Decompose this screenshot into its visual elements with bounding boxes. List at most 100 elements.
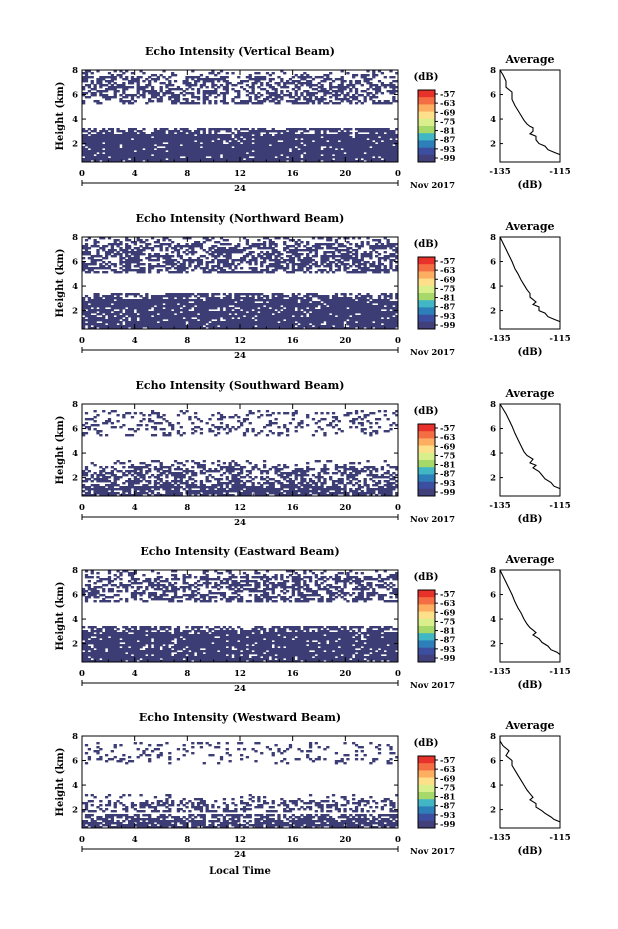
- heatmap-cell: [113, 144, 117, 147]
- heatmap-cell: [196, 263, 201, 266]
- heatmap-cell: [337, 297, 341, 300]
- heatmap-cell: [271, 323, 275, 326]
- heatmap-cell: [196, 90, 201, 93]
- heatmap-cell: [150, 299, 155, 302]
- heatmap-cell: [199, 315, 204, 318]
- heatmap-cell: [205, 150, 209, 153]
- heatmap-cell: [237, 150, 241, 153]
- heatmap-cell: [257, 271, 261, 274]
- heatmap-cell: [191, 319, 195, 322]
- heatmap-cell: [133, 299, 137, 302]
- heatmap-cell: [277, 263, 281, 266]
- heatmap-cell: [240, 313, 244, 316]
- heatmap-cell: [93, 295, 97, 298]
- heatmap-cell: [346, 98, 350, 101]
- heatmap-cell: [360, 321, 364, 324]
- heatmap-cell: [288, 128, 293, 131]
- heatmap-cell: [222, 148, 227, 151]
- heatmap-cell: [248, 309, 252, 312]
- heatmap-cell: [291, 76, 295, 79]
- heatmap-cell: [311, 311, 316, 314]
- heatmap-cell: [337, 309, 341, 312]
- heatmap-cell: [127, 269, 132, 272]
- heatmap-cell: [199, 323, 204, 326]
- heatmap-cell: [194, 315, 198, 318]
- heatmap-cell: [320, 305, 324, 308]
- heatmap-cell: [369, 82, 373, 85]
- heatmap-cell: [234, 259, 238, 262]
- heatmap-cell: [168, 297, 172, 300]
- heatmap-cell: [300, 317, 304, 320]
- heatmap-cell: [288, 134, 293, 137]
- heatmap-cell: [285, 94, 290, 97]
- heatmap-cell: [104, 84, 109, 87]
- heatmap-cell: [288, 144, 293, 147]
- heatmap-cell: [104, 160, 109, 163]
- heatmap-cell: [96, 150, 100, 153]
- heatmap-cell: [196, 154, 201, 157]
- heatmap-cell: [277, 130, 281, 133]
- heatmap-cell: [196, 259, 201, 262]
- heatmap-cell: [343, 136, 347, 139]
- heatmap-cell: [173, 293, 178, 296]
- heatmap-cell: [354, 245, 359, 248]
- heatmap-cell: [380, 146, 385, 149]
- heatmap-cell: [308, 265, 313, 268]
- heatmap-cell: [194, 243, 198, 246]
- heatmap-cell: [199, 150, 204, 153]
- heatmap-cell: [395, 152, 399, 155]
- heatmap-cell: [237, 144, 241, 147]
- heatmap-cell: [260, 297, 264, 300]
- heatmap-cell: [340, 263, 344, 266]
- heatmap-cell: [156, 271, 160, 274]
- heatmap-cell: [337, 144, 341, 147]
- heatmap-cell: [139, 305, 143, 308]
- heatmap-cell: [127, 307, 132, 310]
- heatmap-cell: [136, 146, 140, 149]
- heatmap-cell: [257, 247, 261, 250]
- heatmap-cell: [389, 158, 393, 161]
- heatmap-cell: [82, 148, 86, 151]
- heatmap-cell: [130, 80, 135, 83]
- heatmap-cell: [277, 156, 281, 159]
- heatmap-cell: [257, 303, 261, 306]
- heatmap-cell: [102, 317, 106, 320]
- heatmap-cell: [285, 301, 290, 304]
- heatmap-cell: [159, 96, 163, 99]
- heatmap-cell: [179, 267, 183, 270]
- heatmap-cell: [182, 134, 186, 137]
- heatmap-cell: [168, 239, 172, 242]
- heatmap-cell: [283, 237, 287, 240]
- heatmap-cell: [352, 303, 356, 306]
- heatmap-cell: [300, 146, 304, 149]
- heatmap-cell: [291, 317, 295, 320]
- heatmap-cell: [153, 150, 158, 153]
- heatmap-cell: [148, 269, 152, 272]
- heatmap-cell: [288, 311, 293, 314]
- heatmap-cell: [369, 150, 373, 153]
- heatmap-cell: [199, 134, 204, 137]
- heatmap-cell: [334, 96, 339, 99]
- heatmap-cell: [317, 317, 321, 320]
- heatmap-cell: [93, 267, 97, 270]
- heatmap-cell: [326, 158, 330, 161]
- heatmap-cell: [314, 271, 318, 274]
- heatmap-cell: [363, 78, 367, 81]
- heatmap-cell: [148, 90, 152, 93]
- heatmap-cell: [265, 72, 270, 75]
- heatmap-cell: [340, 245, 344, 248]
- colorbar-tick-label: -63: [440, 99, 455, 109]
- heatmap-cell: [349, 158, 353, 161]
- heatmap-cell: [159, 319, 163, 322]
- heatmap-cell: [102, 96, 106, 99]
- heatmap-cell: [380, 138, 385, 141]
- heatmap-cell: [228, 319, 232, 322]
- heatmap-cell: [245, 150, 250, 153]
- heatmap-cell: [343, 88, 347, 91]
- heatmap-cell: [199, 138, 204, 141]
- heatmap-cell: [176, 100, 181, 103]
- heatmap-cell: [369, 160, 373, 163]
- heatmap-cell: [300, 265, 304, 268]
- heatmap-cell: [337, 259, 341, 262]
- heatmap-cell: [219, 146, 224, 149]
